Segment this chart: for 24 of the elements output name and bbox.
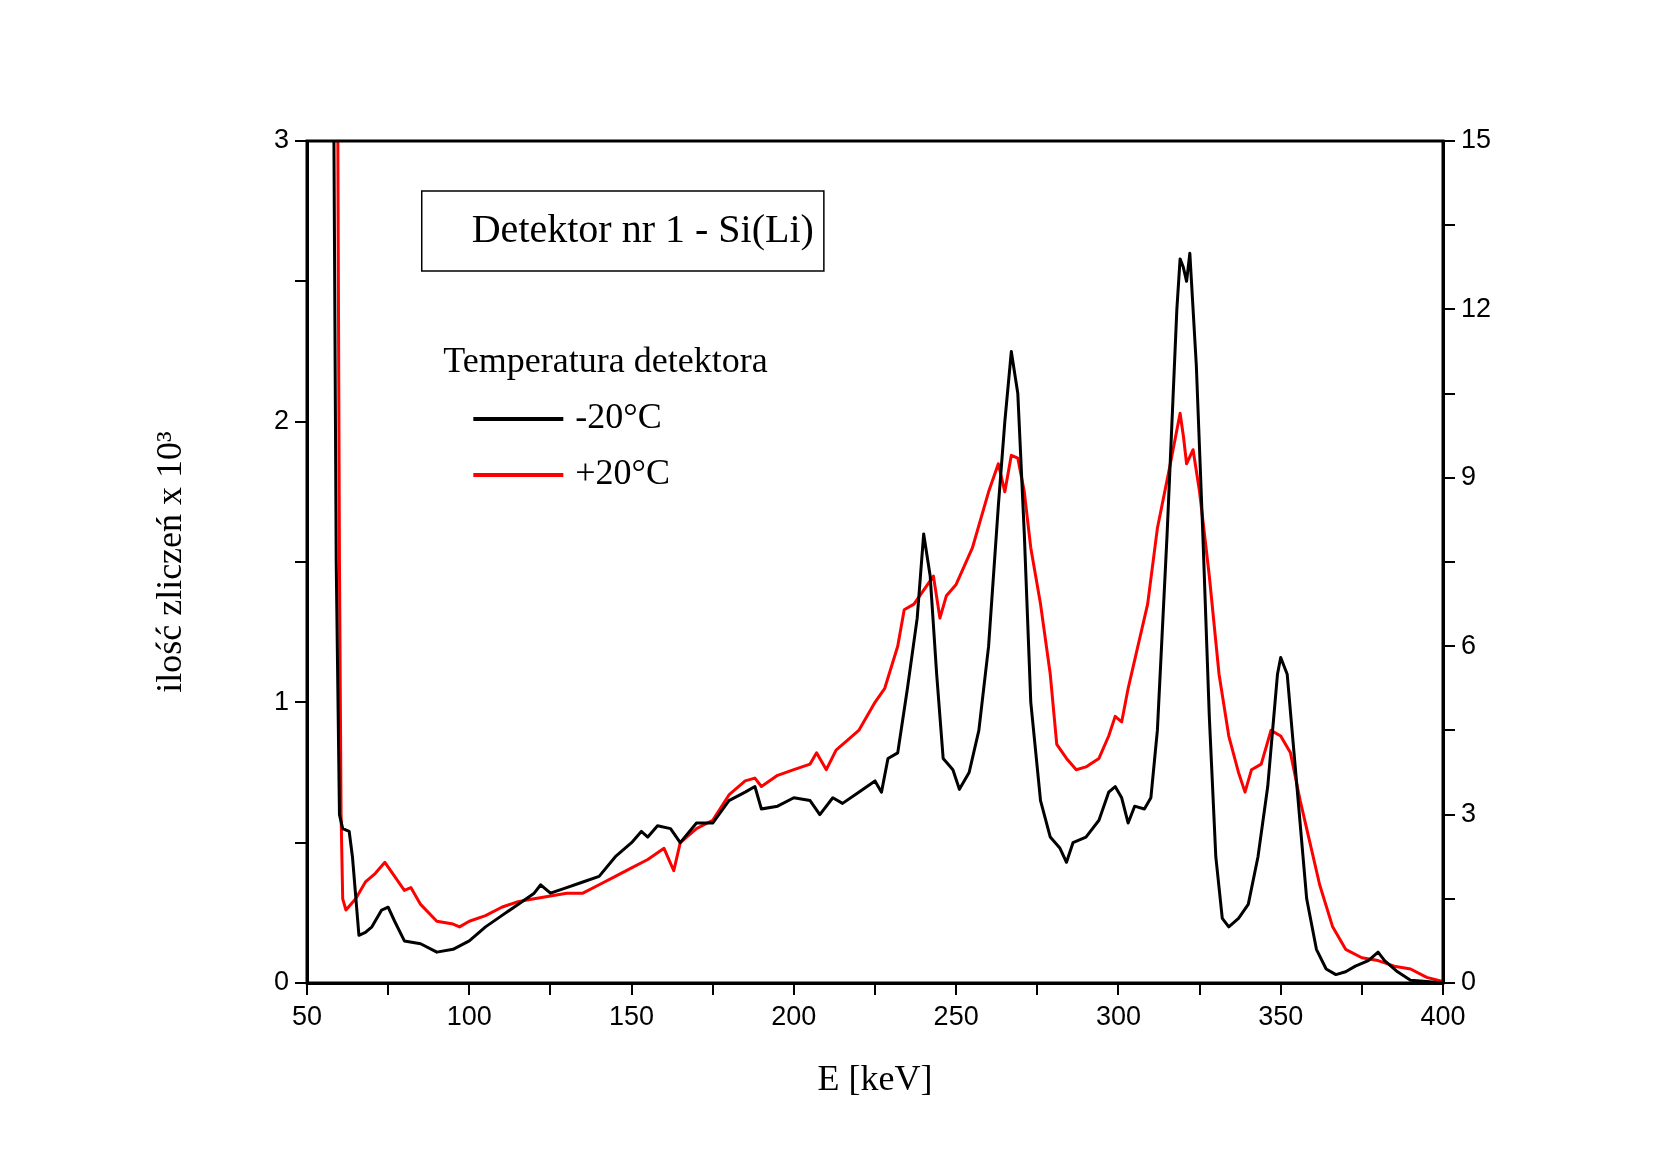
y2-tick-label: 6	[1461, 629, 1477, 660]
x-tick-label: 100	[446, 1000, 492, 1031]
legend-title: Temperatura detektora	[443, 340, 768, 381]
x-tick-label: 400	[1420, 1000, 1466, 1031]
y-tick-label: 3	[273, 124, 289, 155]
y2-tick-label: 15	[1461, 124, 1492, 155]
y-tick-label: 2	[273, 405, 289, 436]
y2-tick-label: 0	[1461, 966, 1477, 997]
x-tick-label: 350	[1258, 1000, 1304, 1031]
text: Detektor nr 1 - Si(Li)	[471, 205, 814, 251]
y-tick-label: 1	[273, 685, 289, 716]
x-tick-label: 200	[771, 1000, 817, 1031]
y2-tick-label: 9	[1461, 461, 1477, 492]
y2-tick-label: 3	[1461, 798, 1477, 829]
x-tick-label: 300	[1095, 1000, 1141, 1031]
x-axis-title: E [keV]	[817, 1057, 933, 1098]
x-tick-label: 50	[291, 1000, 323, 1031]
x-tick-label: 250	[933, 1000, 979, 1031]
y-axis-title: ilość zliczeń x 10³	[149, 430, 190, 693]
y-tick-label: 0	[273, 966, 289, 997]
x-tick-label: 150	[609, 1000, 655, 1031]
legend-label: +20°C	[575, 452, 671, 493]
legend-label: -20°C	[575, 396, 662, 437]
y2-tick-label: 12	[1461, 292, 1492, 323]
